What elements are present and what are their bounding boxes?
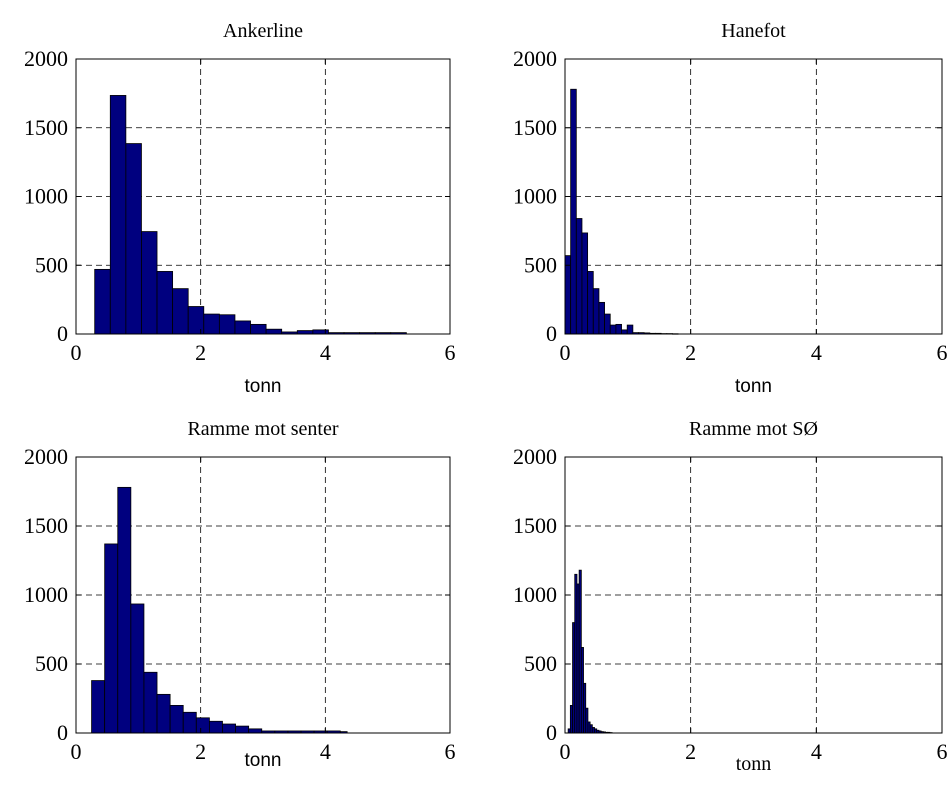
chart-panel-4: 0 2 4 6 0 500 1000 1500 2000 Ramme mot SØ tonn — [513, 418, 948, 775]
histogram-bar — [218, 314, 236, 335]
histogram-bar — [195, 717, 210, 734]
histogram-bar — [312, 329, 329, 335]
x-tick-label: 6 — [445, 340, 456, 365]
y-tick-label: 1500 — [24, 115, 68, 140]
histogram-bar — [621, 329, 628, 335]
histogram-bar — [581, 232, 589, 335]
histogram-bar — [250, 323, 267, 335]
histogram-bar — [156, 271, 174, 335]
x-tick-label: 2 — [195, 340, 206, 365]
histogram-bar — [187, 306, 205, 335]
y-tick-label: 2000 — [24, 444, 68, 469]
x-tick-label: 6 — [937, 340, 948, 365]
histogram-bar — [575, 218, 583, 335]
histogram-bar — [248, 728, 263, 734]
x-tick-label: 2 — [685, 340, 696, 365]
histogram-bar — [117, 486, 132, 734]
histogram-bar — [169, 705, 184, 734]
histogram-bar — [564, 255, 572, 335]
x-axis-label: tonn — [245, 376, 282, 397]
chart-title: Ramme mot SØ — [689, 418, 818, 440]
histogram-bar — [598, 301, 605, 335]
chart-title: Ankerline — [223, 20, 303, 42]
histogram-bar — [235, 725, 250, 734]
x-tick-label: 0 — [560, 739, 571, 764]
chart-title: Hanefot — [721, 20, 786, 42]
y-tick-label: 500 — [35, 252, 68, 277]
histogram-bar — [604, 313, 611, 335]
x-tick-label: 0 — [560, 340, 571, 365]
y-tick-label: 1000 — [513, 184, 557, 209]
x-axis-label: tonn — [736, 753, 772, 775]
histogram-bar — [109, 95, 127, 335]
x-tick-label: 4 — [320, 739, 331, 764]
histogram-bar — [91, 680, 106, 734]
y-tick-label: 2000 — [24, 46, 68, 71]
y-tick-label: 1000 — [24, 582, 68, 607]
histogram-bar — [172, 288, 189, 335]
x-tick-label: 4 — [811, 739, 822, 764]
histogram-bar — [265, 328, 283, 335]
chart-title: Ramme mot senter — [187, 418, 338, 440]
histogram-bar — [141, 231, 158, 335]
histogram-bar — [570, 88, 577, 335]
y-tick-label: 1500 — [513, 513, 557, 538]
y-tick-label: 1500 — [24, 513, 68, 538]
histogram-bar — [182, 711, 197, 734]
histogram-bar — [208, 720, 223, 734]
x-tick-label: 4 — [811, 340, 822, 365]
histogram-bar — [156, 693, 171, 734]
y-tick-label: 500 — [524, 252, 557, 277]
histogram-bar — [587, 271, 594, 335]
x-tick-label: 0 — [71, 340, 82, 365]
x-tick-label: 2 — [685, 739, 696, 764]
histogram-bar — [296, 330, 314, 335]
y-tick-label: 1000 — [24, 184, 68, 209]
y-tick-label: 0 — [57, 720, 68, 745]
y-tick-label: 0 — [546, 720, 557, 745]
x-tick-label: 6 — [445, 739, 456, 764]
y-tick-label: 500 — [35, 651, 68, 676]
x-axis-label: tonn — [245, 750, 282, 771]
y-tick-label: 1500 — [513, 115, 557, 140]
x-tick-label: 0 — [71, 739, 82, 764]
histogram-bar — [609, 324, 617, 335]
x-axis-label: tonn — [735, 376, 772, 397]
histogram-bar — [94, 268, 111, 335]
histogram-bar — [104, 543, 119, 734]
chart-panel-1: 0 2 4 6 0 500 1000 1500 2000 Ankerline tonn — [24, 20, 456, 397]
y-tick-label: 0 — [57, 321, 68, 346]
histogram-bar — [130, 603, 145, 734]
y-tick-label: 0 — [546, 321, 557, 346]
x-tick-label: 6 — [937, 739, 948, 764]
histogram-bar — [626, 324, 634, 335]
histogram-bar — [592, 288, 600, 335]
chart-panel-3: 0 2 4 6 0 500 1000 1500 2000 Ramme mot senter tonn — [24, 418, 456, 771]
histogram-bar — [203, 313, 220, 335]
y-tick-label: 500 — [524, 651, 557, 676]
histogram-bar — [222, 723, 236, 734]
chart-panel-2: 0 2 4 6 0 500 1000 1500 2000 Hanefot tonn — [513, 20, 948, 397]
histogram-bar — [125, 143, 142, 335]
y-tick-label: 2000 — [513, 46, 557, 71]
histogram-bar — [615, 323, 622, 335]
histogram-bar — [234, 320, 251, 335]
x-tick-label: 2 — [195, 739, 206, 764]
y-tick-label: 1000 — [513, 582, 557, 607]
histogram-bar — [143, 671, 158, 734]
x-tick-label: 4 — [320, 340, 331, 365]
y-tick-label: 2000 — [513, 444, 557, 469]
